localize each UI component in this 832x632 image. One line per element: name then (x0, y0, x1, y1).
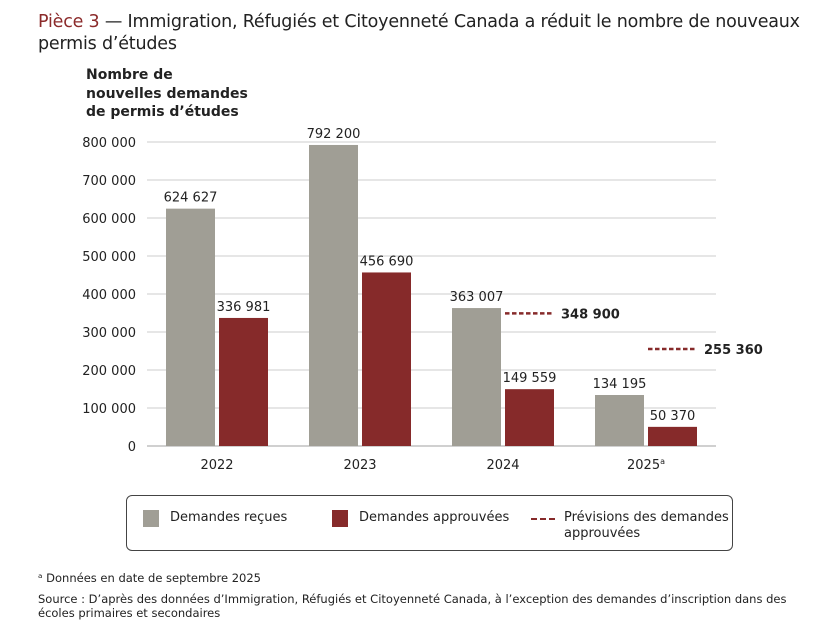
y-tick-label: 0 (128, 440, 136, 455)
bar-approved-2025 (648, 426, 697, 446)
bar-value-label: 336 981 (217, 300, 271, 315)
bar-value-label: 363 007 (450, 290, 504, 305)
x-tick-label: 2024 (486, 458, 519, 473)
x-tick-label: 2022 (200, 458, 233, 473)
bar-approved-2022 (219, 317, 268, 446)
bar-received-2025 (595, 395, 644, 446)
bar-approved-2023 (362, 272, 411, 446)
legend-item-received: Demandes reçues (143, 510, 287, 527)
x-tick-label: 2023 (343, 458, 376, 473)
legend-dash-forecast (531, 518, 555, 520)
figure-title-text: — Immigration, Réfugiés et Citoyenneté C… (38, 12, 800, 54)
bar-value-label: 456 690 (360, 254, 414, 269)
y-axis-title-line: Nombre de (86, 67, 173, 83)
legend-label: Demandes approuvées (359, 510, 510, 525)
x-tick-label: 2025a (627, 457, 665, 473)
bar-value-label: 624 627 (164, 191, 218, 206)
y-axis-title-line: nouvelles demandes (86, 85, 248, 102)
bar-received-2022 (166, 208, 215, 446)
y-axis-title: Nombre de nouvelles demandes de permis d… (86, 66, 248, 122)
y-tick-label: 200 000 (82, 364, 136, 379)
figure-title: Pièce 3 — Immigration, Réfugiés et Citoy… (38, 11, 818, 55)
legend-label: Prévisions des demandes approuvées (564, 510, 729, 541)
y-tick-label: 700 000 (82, 174, 136, 189)
legend-item-approved: Demandes approuvées (332, 510, 509, 527)
forecast-value-label: 255 360 (704, 343, 763, 358)
bar-approved-2024 (505, 389, 554, 446)
forecast-value-label: 348 900 (561, 307, 620, 322)
y-axis-title-line: de permis d’études (86, 104, 239, 120)
legend-swatch-approved (332, 510, 348, 527)
legend-label: Demandes reçues (170, 510, 288, 525)
y-tick-label: 600 000 (82, 212, 136, 227)
y-tick-label: 800 000 (82, 136, 136, 151)
y-tick-label: 300 000 (82, 326, 136, 341)
legend: Demandes reçues Demandes approuvées Prév… (126, 495, 733, 551)
bar-chart: 0 100 000 200 000 300 000 400 000 500 000 600 … (82, 127, 763, 473)
legend-item-forecast: Prévisions des demandes approuvées (531, 510, 731, 542)
y-tick-label: 500 000 (82, 250, 136, 265)
bar-value-label: 50 370 (650, 409, 696, 424)
bar-value-label: 792 200 (307, 127, 361, 142)
y-tick-label: 100 000 (82, 402, 136, 417)
bar-value-label: 149 559 (503, 371, 557, 386)
bar-value-label: 134 195 (593, 377, 647, 392)
footnote-a: ᵃ Données en date de septembre 2025 (38, 571, 261, 585)
legend-swatch-received (143, 510, 159, 527)
figure-label: Pièce 3 (38, 12, 100, 32)
source-note: Source : D’après des données d’Immigrati… (38, 592, 787, 620)
y-tick-label: 400 000 (82, 288, 136, 303)
x-tick-superscript: a (660, 457, 665, 466)
bar-received-2024 (452, 308, 501, 446)
bar-received-2023 (309, 144, 358, 447)
